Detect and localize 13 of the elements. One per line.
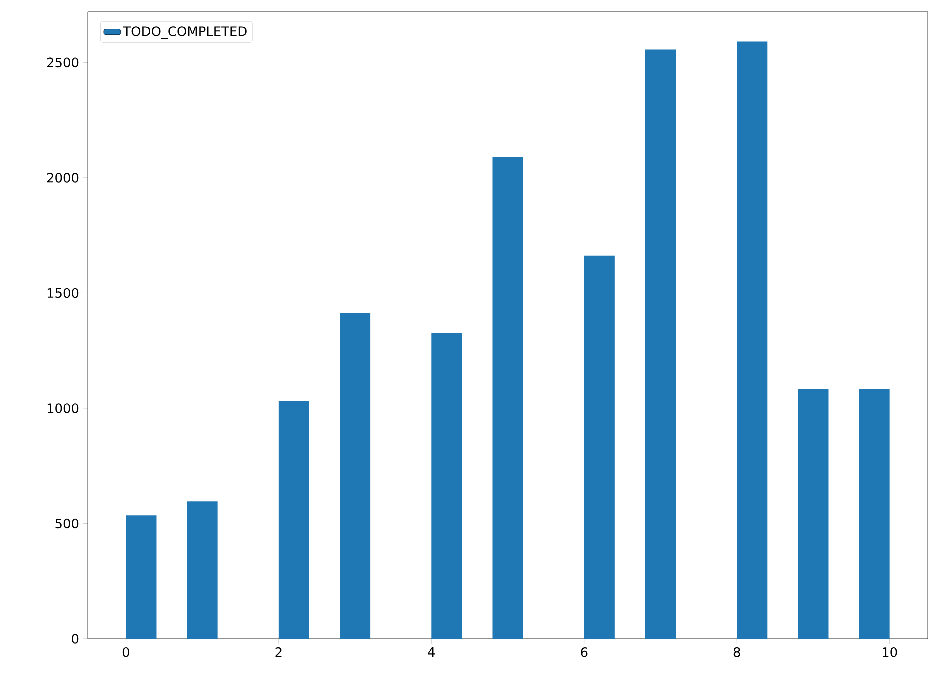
x-tick-label: 10 [883,648,898,658]
y-tick-label: 2500 [47,58,79,68]
x-tick-label: 2 [276,648,282,658]
y-tick-label: 500 [56,518,79,529]
y-tick-label: 2000 [47,173,79,183]
x-tick-label: 6 [581,648,588,658]
x-tick-label: 8 [734,648,740,658]
y-tick-label: 0 [72,634,79,644]
y-tick-label: 1000 [48,404,79,414]
legend-label: TODO_COMPLETED [123,26,247,40]
y-tick-label: 1500 [48,288,79,298]
x-tick-label: 0 [122,648,130,658]
x-tick-label: 4 [428,648,436,657]
